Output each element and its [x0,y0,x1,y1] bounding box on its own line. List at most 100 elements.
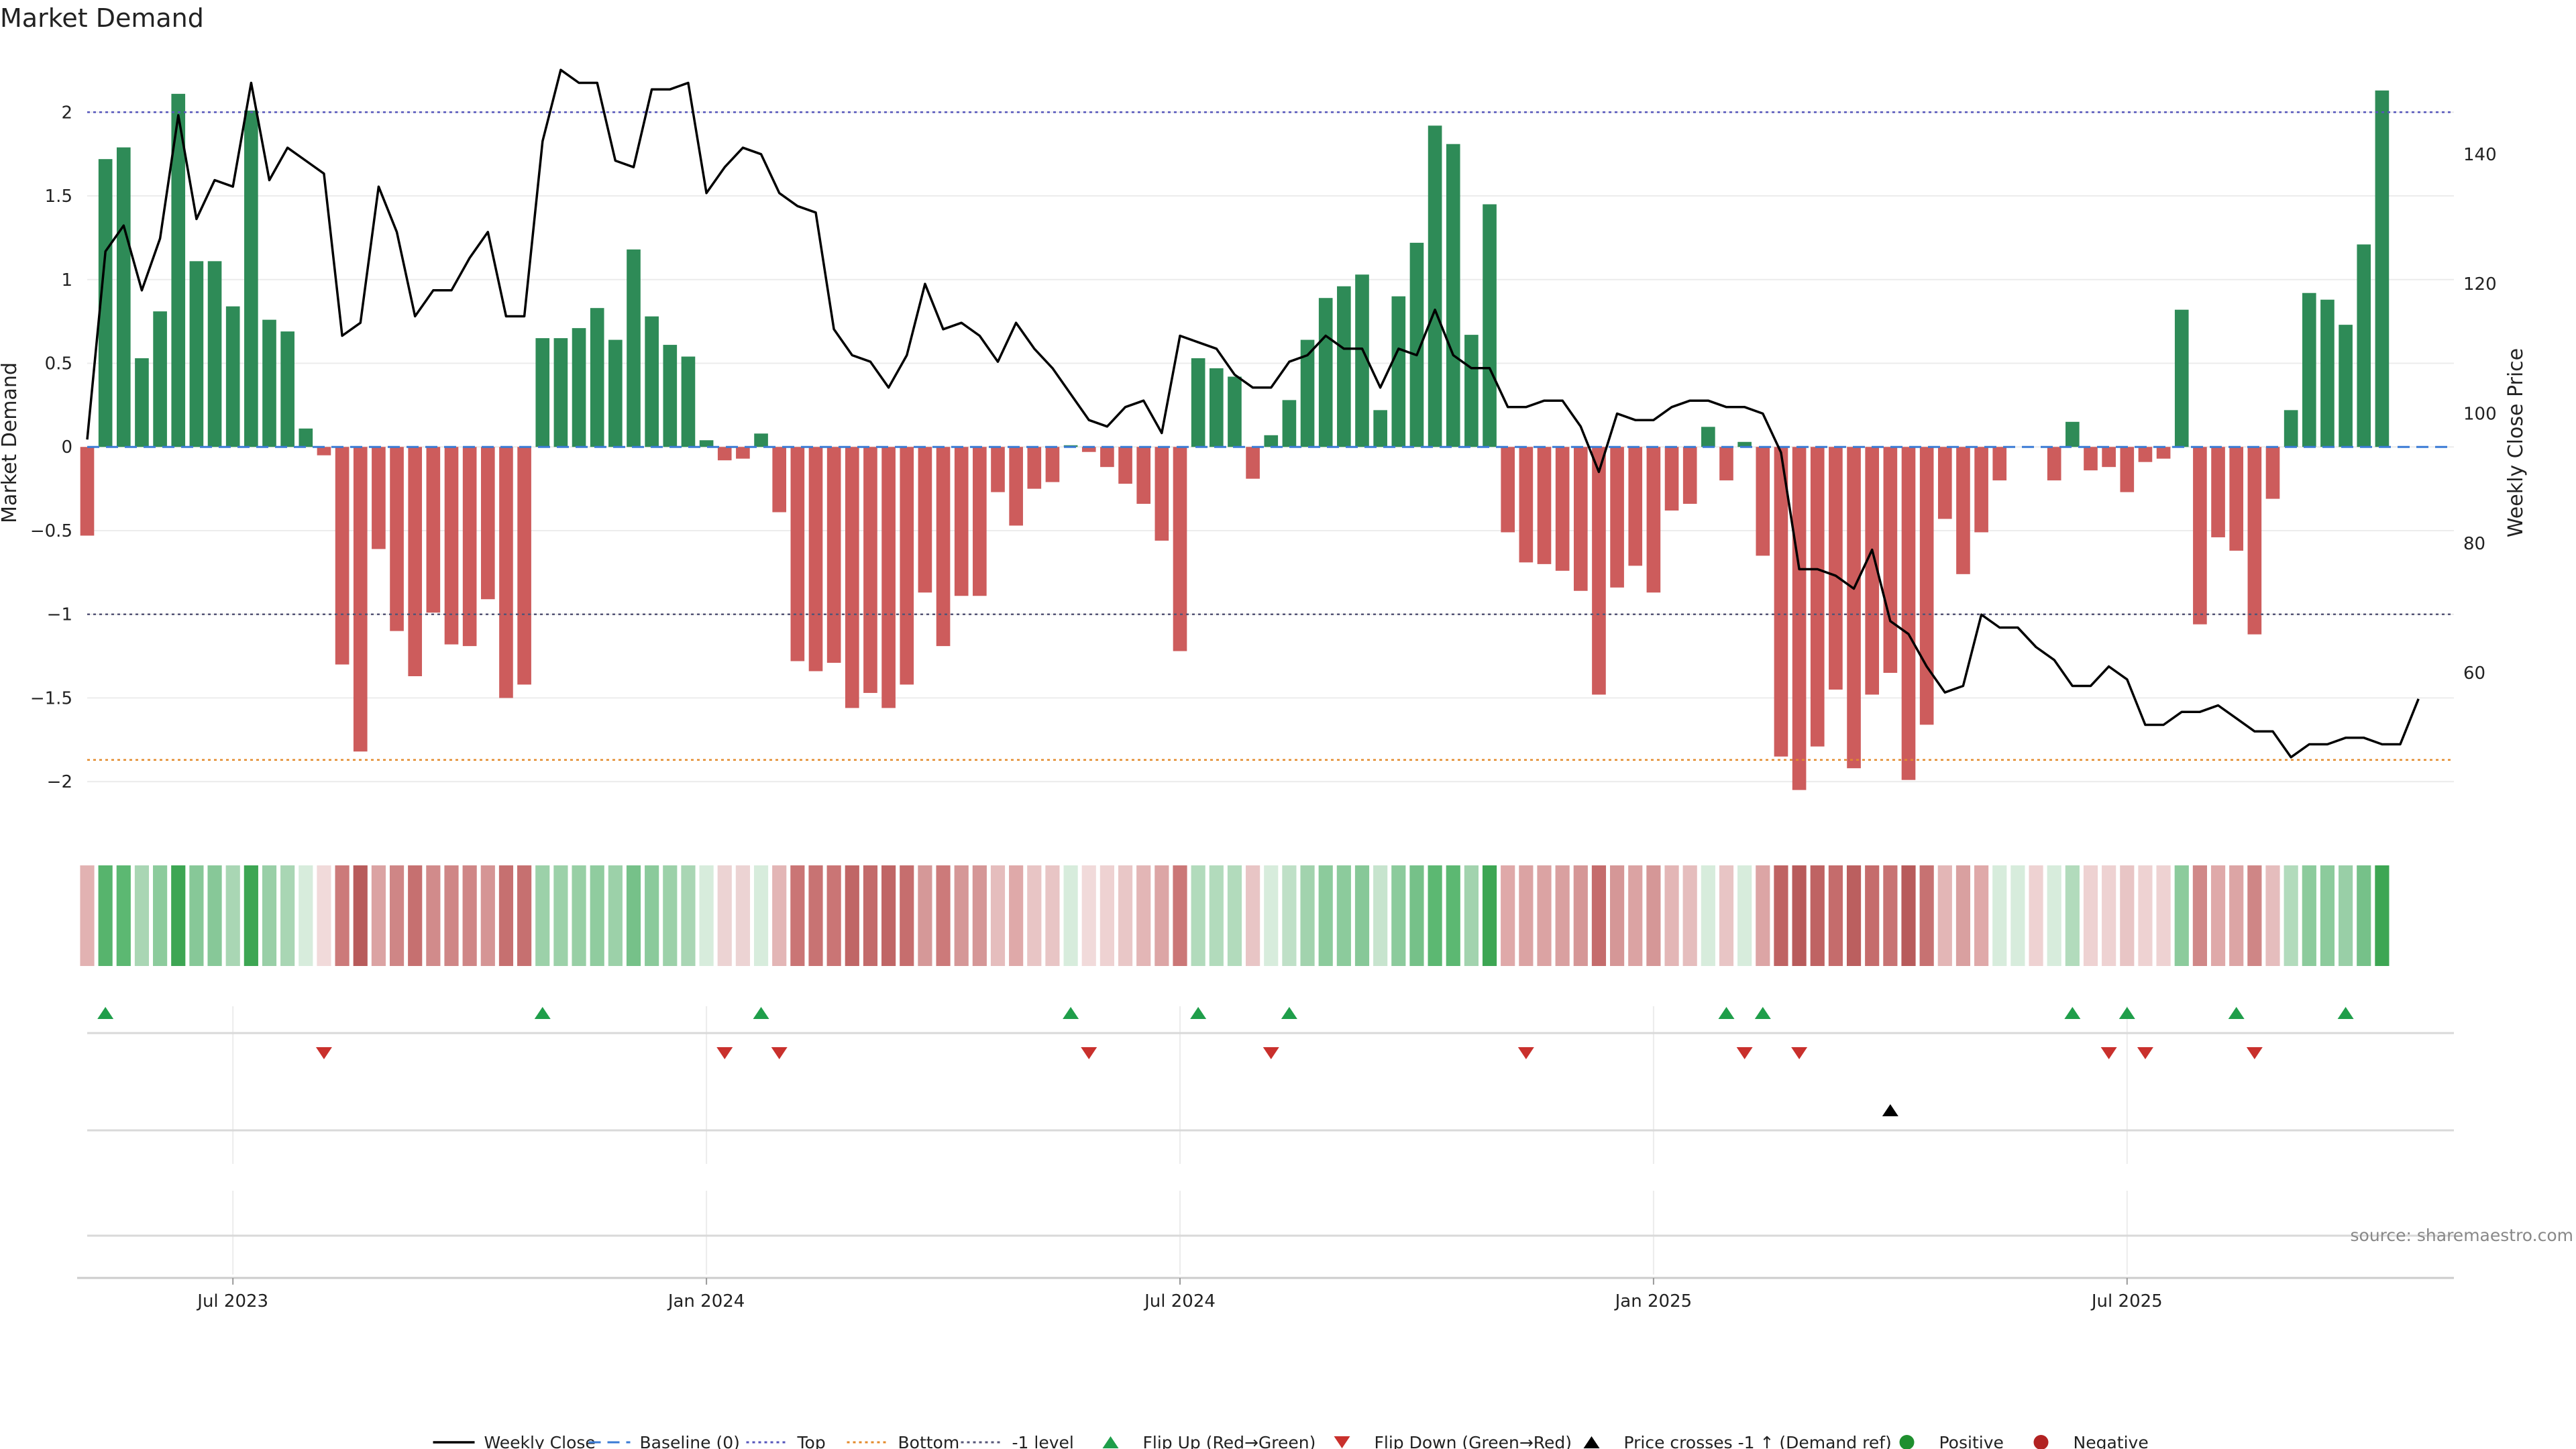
weekly-close-line [86,68,2420,759]
legend-label: Negative [2074,1433,2149,1449]
demand-bar [1919,447,1934,725]
demand-bar [116,147,131,447]
demand-bar [2302,292,2316,447]
heat-strip-cell [626,865,641,966]
heat-strip-cell [954,865,969,966]
demand-bar [736,447,750,459]
flip-up-marker [1190,1007,1207,1019]
x-tick-label: Jan 2025 [1614,1291,1693,1311]
heat-strip-cell [2192,865,2207,966]
demand-bar [1081,447,1096,452]
demand-bar [936,447,951,647]
heat-strip-cell [1227,865,1242,966]
demand-bar [2084,447,2098,471]
heat-strip-cell [2357,865,2371,966]
demand-bar [1118,447,1132,484]
heat-strip-cell [153,865,168,966]
demand-bar [2102,447,2116,468]
y-left-tick-label: −1 [47,605,72,625]
heat-strip-cell [353,865,368,966]
demand-bar [171,93,186,447]
heat-strip-cell [189,865,204,966]
heat-strip-cell [1955,865,1971,966]
flip-down-marker [1081,1047,1097,1059]
demand-bar [1737,441,1752,447]
heat-strip-cell [1883,865,1898,966]
demand-bar [517,447,531,685]
flip-down-marker [1791,1047,1808,1059]
demand-bar [808,447,823,672]
heat-strip-cell [881,865,896,966]
flip-up-marker [2064,1007,2081,1019]
flip-up-marker [1063,1007,1079,1019]
demand-bar [645,316,659,447]
demand-bar [1409,242,1424,447]
demand-bar [845,447,859,708]
legend-item: Flip Down (Green→Red) [1334,1433,1572,1449]
legend-swatch [1583,1436,1600,1448]
heat-strip-cell [1810,865,1825,966]
demand-bar [2120,447,2135,492]
demand-bar [244,110,258,447]
reference-lines [87,111,2454,761]
heat-strip-cell [2156,865,2171,966]
demand-bar [918,447,932,593]
demand-bar [1646,447,1661,593]
heat-strip-cell [1756,865,1770,966]
heat-strip-cell [2065,865,2080,966]
heat-strip-cell [590,865,604,966]
demand-bar [627,249,641,447]
heat-strip-cell [2138,865,2153,966]
legend-item: Top [746,1433,826,1449]
heat-strip-cell [1992,865,2007,966]
heat-strip-cell [2047,865,2061,966]
legend-swatch [1334,1436,1350,1448]
demand-bar [717,447,732,461]
heat-strip-cell [116,865,131,966]
demand-bar [2156,447,2171,459]
heat-strip-cell [1099,865,1114,966]
flip-down-marker [315,1047,332,1059]
heat-strip-cell [2010,865,2025,966]
demand-bar [1901,447,1916,780]
heat-strip-cell [1846,865,1862,966]
demand-bar [1373,410,1387,447]
heat-strip-cell [863,865,878,966]
demand-bar [2247,447,2262,635]
heat-strip-cell [1155,865,1169,966]
flip-up-marker [1754,1007,1771,1019]
heat-strip-cell [1865,865,1880,966]
heat-strip-cell [426,865,441,966]
legend-label: Flip Up (Red→Green) [1143,1433,1316,1449]
heat-strip-cell [2375,865,2390,966]
heat-strip-cell [553,865,568,966]
flip-up-marker [1718,1007,1735,1019]
legend-swatch [1899,1435,1915,1449]
heat-strip-cell [225,865,240,966]
flip-up-marker [753,1007,769,1019]
y-left-tick-label: 2 [61,103,72,123]
flip-down-marker [1517,1047,1534,1059]
demand-bar [1519,447,1534,563]
demand-bar [2174,309,2189,447]
heat-strip-cell [826,865,841,966]
demand-bar [299,428,313,447]
axes: −2 −1.5 −1 −0.5 0 0.5 1 1.5 2 60 80 100 120 140 [30,103,2497,792]
demand-bar [1446,144,1460,447]
heat-strip-cell [444,865,459,966]
heat-strip-cell [663,865,678,966]
heat-strip-cell [134,865,150,966]
heat-strip-cell [645,865,659,966]
demand-bar [1246,447,1260,479]
heat-strip-cell [2284,865,2298,966]
heat-strip-cell [753,865,769,966]
heat-strip-cell [936,865,951,966]
demand-bar [663,345,678,447]
heat-strip-cell [735,865,750,966]
demand-bar [1100,447,1114,468]
heat-strip-cell [1828,865,1843,966]
heat-strip-cell [1318,865,1333,966]
heat-strip-cell [1974,865,1989,966]
demand-bar [1264,435,1279,447]
